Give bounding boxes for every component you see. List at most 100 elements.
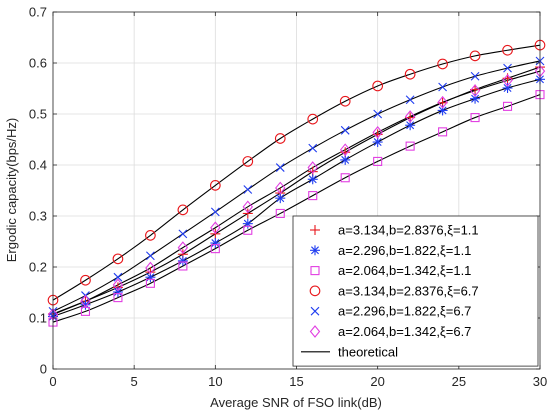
diamond-marker — [437, 95, 448, 109]
theoretical-curve — [52, 60, 541, 312]
asterisk-marker — [112, 286, 123, 297]
square-marker — [178, 261, 188, 271]
x-marker — [373, 109, 383, 119]
asterisk-marker — [502, 82, 513, 93]
x-tick-label: 25 — [452, 374, 466, 389]
y-tick-label: 0.7 — [29, 5, 47, 20]
square-marker — [308, 191, 318, 201]
x-tick-label: 20 — [370, 374, 384, 389]
diamond-marker — [210, 221, 221, 235]
theoretical-curve — [52, 70, 541, 315]
y-tick-label: 0 — [40, 362, 47, 377]
asterisk-marker — [177, 255, 188, 266]
asterisk-marker — [210, 238, 221, 249]
square-marker — [405, 141, 415, 151]
asterisk-marker — [275, 193, 286, 204]
circle-marker — [502, 44, 513, 56]
legend: a=3.134,b=2.8376,ξ=1.1 a=2.296,b=1.822,ξ=… — [292, 215, 539, 367]
x-marker — [146, 251, 155, 261]
x-marker — [210, 207, 220, 217]
legend-box — [292, 215, 539, 367]
square-marker — [470, 113, 480, 123]
y-tick-label: 0.1 — [29, 311, 47, 326]
x-marker — [113, 272, 123, 282]
x-marker — [340, 125, 350, 135]
x-tick-label: 30 — [533, 374, 547, 389]
x-tick-label: 0 — [49, 374, 56, 389]
square-marker — [243, 225, 253, 235]
x-marker — [178, 229, 188, 239]
theoretical-curves — [52, 44, 541, 323]
legend-entry-label: a=3.134,b=2.8376,ξ=6.7 — [338, 283, 479, 298]
diamond-marker — [307, 161, 318, 174]
legend-diamond-marker — [309, 325, 321, 338]
legend-square-marker — [310, 266, 320, 276]
square-marker — [340, 173, 350, 183]
legend-x-marker — [310, 306, 320, 316]
square-marker — [113, 293, 123, 303]
x-marker — [275, 163, 285, 172]
circle-marker — [469, 50, 481, 62]
x-marker — [405, 95, 415, 105]
circle-marker — [145, 230, 156, 241]
diamond-marker — [80, 294, 91, 308]
x-marker — [438, 82, 447, 92]
circle-marker — [404, 68, 416, 80]
theoretical-curve — [52, 94, 541, 323]
y-tick-label: 0.4 — [29, 158, 47, 173]
theoretical-curve — [52, 78, 541, 317]
y-tick-label: 0.5 — [29, 107, 47, 122]
diamond-marker — [372, 125, 383, 139]
circle-marker — [177, 204, 189, 216]
legend-entry-label: a=2.064,b=1.342,ξ=6.7 — [338, 324, 471, 339]
x-tick-label: 15 — [289, 374, 303, 389]
axis-ticks: 0 5 10 15 20 25 30 0 0.1 0.2 0.3 0.4 0.5 0.6 0.7 — [29, 5, 547, 390]
diamond-marker — [177, 241, 189, 254]
diamond-marker — [112, 278, 124, 292]
diamond-marker — [242, 200, 254, 214]
square-marker — [145, 278, 155, 288]
circle-marker — [372, 80, 384, 92]
diamond-marker — [469, 84, 481, 97]
theoretical-curve — [52, 44, 541, 301]
legend-entry-label: a=3.134,b=2.8376,ξ=1.1 — [338, 223, 479, 238]
legend-entry-label: a=2.296,b=1.822,ξ=1.1 — [338, 243, 471, 258]
asterisk-marker — [307, 174, 318, 185]
plus-marker — [242, 208, 253, 219]
circle-marker — [209, 180, 221, 191]
x-marker — [243, 185, 253, 194]
diamond-marker — [339, 143, 351, 157]
circle-marker — [339, 95, 351, 107]
legend-plus-marker — [310, 225, 320, 235]
square-marker — [373, 156, 383, 166]
y-axis-label: Ergodic capacity(bps/Hz) — [4, 118, 19, 263]
circle-marker — [437, 58, 448, 70]
legend-entry-label: a=2.064,b=1.342,ξ=1.1 — [338, 263, 471, 278]
legend-circle-marker — [309, 285, 321, 297]
circle-marker — [112, 253, 124, 265]
circle-marker — [307, 113, 319, 125]
x-tick-label: 10 — [208, 374, 222, 389]
diamond-marker — [145, 261, 156, 275]
diamond-marker — [404, 110, 416, 123]
diamond-marker — [502, 73, 513, 87]
circle-marker — [80, 274, 91, 286]
legend-entry-label: a=2.296,b=1.822,ξ=6.7 — [338, 304, 471, 319]
y-tick-label: 0.2 — [29, 260, 47, 275]
circle-marker — [274, 133, 286, 144]
x-marker — [470, 71, 480, 81]
x-marker — [503, 63, 512, 73]
asterisk-marker — [340, 154, 351, 165]
x-tick-label: 5 — [131, 374, 138, 389]
square-marker — [502, 101, 513, 111]
x-axis-label: Average SNR of FSO link(dB) — [210, 395, 382, 410]
diamond-marker — [275, 181, 286, 195]
x-marker — [308, 143, 318, 153]
y-tick-label: 0.6 — [29, 56, 47, 71]
legend-entry-label: theoretical — [338, 344, 398, 359]
square-marker — [210, 244, 220, 254]
y-tick-label: 0.3 — [29, 209, 47, 224]
square-marker — [275, 208, 285, 218]
legend-asterisk-marker — [310, 245, 320, 256]
